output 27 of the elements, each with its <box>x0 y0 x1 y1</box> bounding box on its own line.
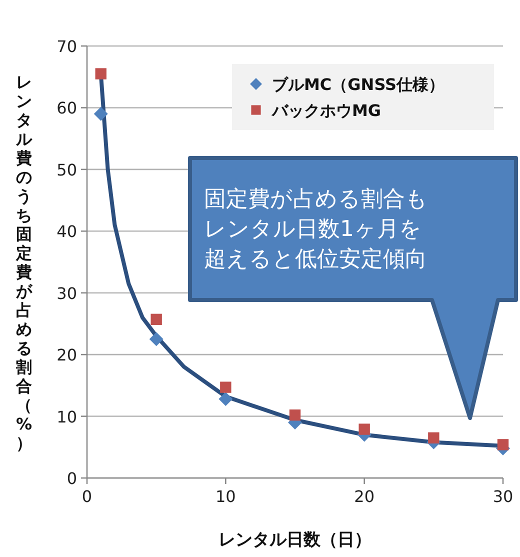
y-tick-label: 70 <box>56 37 77 56</box>
y-tick-label: 0 <box>66 469 77 488</box>
point <box>218 392 233 406</box>
point <box>149 332 164 346</box>
x-tick-label: 20 <box>354 487 375 506</box>
legend-label: バックホウMG <box>271 101 382 120</box>
point <box>95 68 106 80</box>
text: レンタル費のうち固定費が占める割合（%） <box>16 72 32 452</box>
x-axis-title: レンタル日数（日） <box>218 530 372 550</box>
y-tick-label: 40 <box>56 222 77 242</box>
x-tick-label: 30 <box>492 487 514 506</box>
annotation: 固定費が占める割合もレンタル日数1ヶ月を超えると低位安定傾向 <box>204 187 428 272</box>
point <box>428 432 440 444</box>
y-tick-label: 50 <box>56 160 77 180</box>
point <box>289 409 301 421</box>
point <box>150 314 162 325</box>
x-tick-label: 10 <box>215 487 236 506</box>
point <box>497 439 509 450</box>
x-tick-label: 0 <box>82 487 92 506</box>
y-tick-label: 20 <box>56 346 77 365</box>
y-tick-label: 30 <box>56 284 77 303</box>
point <box>358 424 370 435</box>
point <box>94 106 108 121</box>
y-tick-label: 10 <box>56 407 77 426</box>
point <box>220 382 232 393</box>
y-tick-label: 60 <box>56 98 77 118</box>
legend-label: ブルMC（GNSS仕様） <box>272 75 445 94</box>
